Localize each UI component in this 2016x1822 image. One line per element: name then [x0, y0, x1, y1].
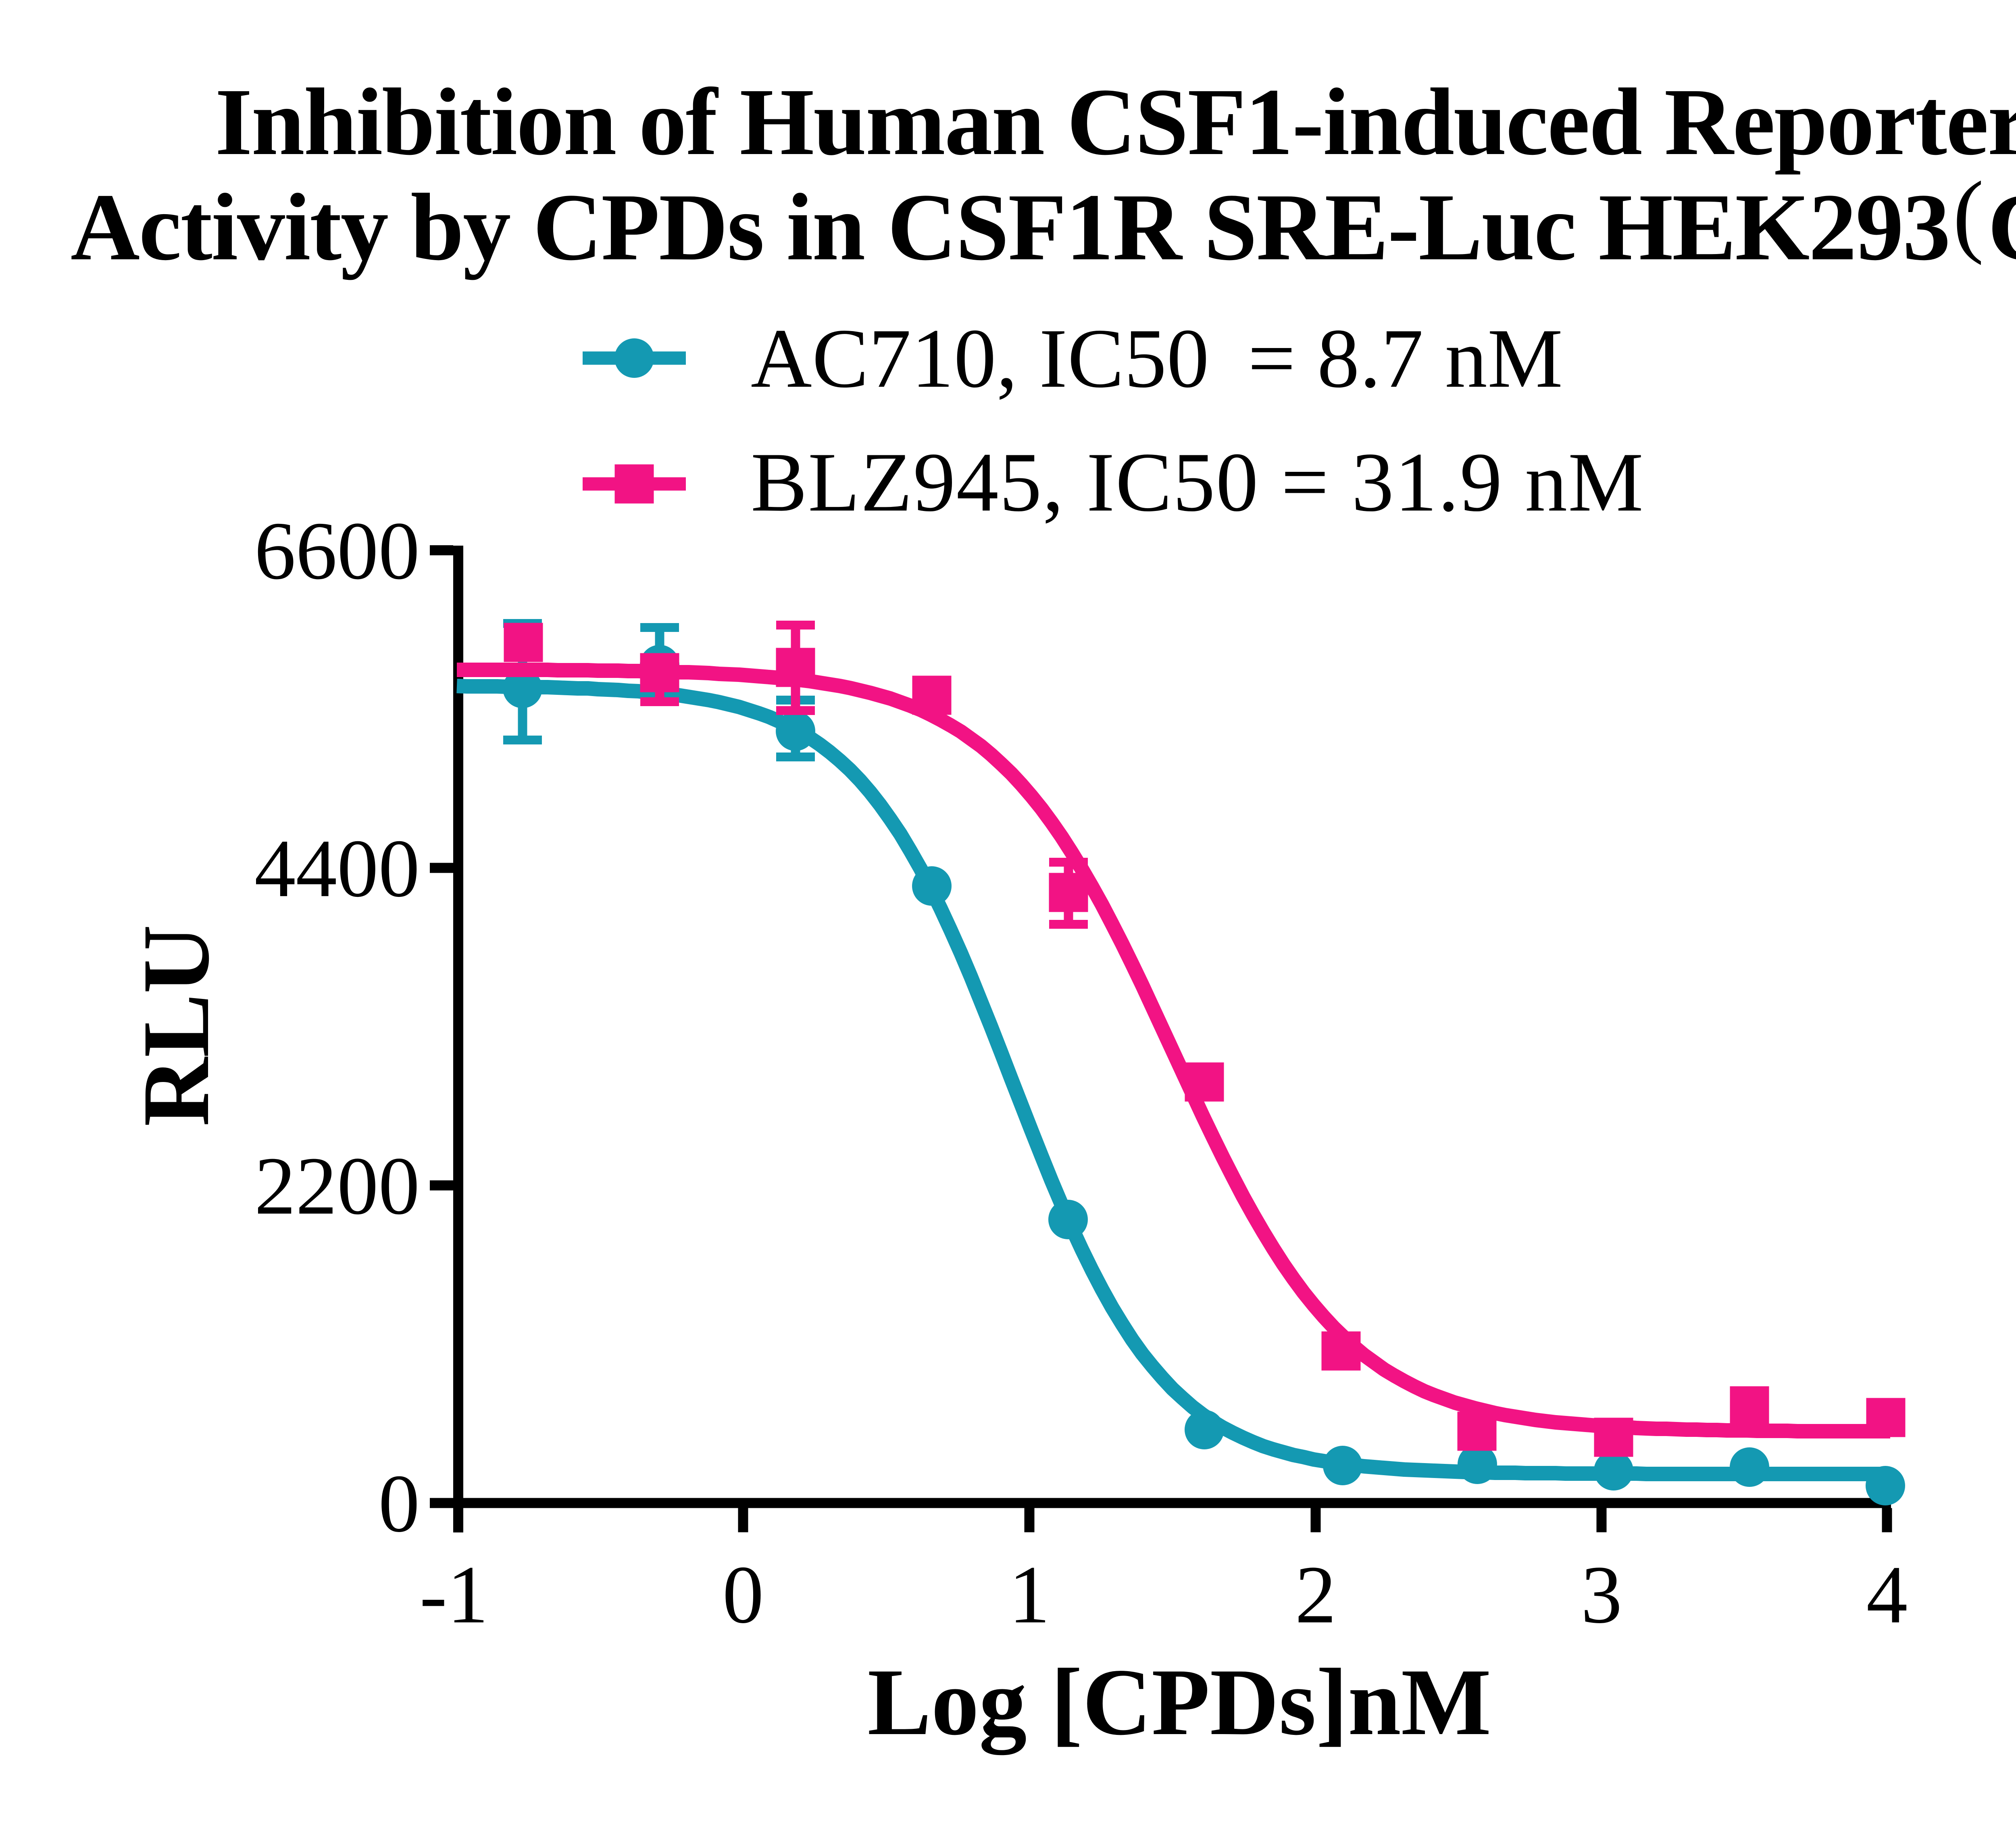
svg-text:-1: -1 — [420, 1549, 489, 1641]
svg-text:0: 0 — [379, 1458, 420, 1549]
svg-text:4: 4 — [1866, 1549, 1908, 1641]
svg-text:2200: 2200 — [254, 1140, 420, 1232]
svg-text:3: 3 — [1581, 1549, 1622, 1641]
svg-text:Activity by CPDs in CSF1R SRE-: Activity by CPDs in CSF1R SRE-Luc HEK293… — [71, 162, 2016, 280]
svg-text:6600: 6600 — [254, 505, 420, 597]
svg-text:0: 0 — [723, 1549, 764, 1641]
svg-text:2: 2 — [1295, 1549, 1337, 1641]
svg-text:4400: 4400 — [254, 823, 420, 914]
svg-text:RLU: RLU — [123, 925, 229, 1126]
svg-text:AC710, IC50 = 8.7 nM: AC710, IC50 = 8.7 nM — [751, 312, 1563, 405]
svg-text:BLZ945, IC50 = 31.9 nM: BLZ945, IC50 = 31.9 nM — [751, 436, 1644, 529]
svg-text:Log [CPDs]nM: Log [CPDs]nM — [868, 1649, 1491, 1755]
svg-text:Inhibition of Human CSF1-induc: Inhibition of Human CSF1-induced Reporte… — [215, 69, 2016, 175]
svg-text:1: 1 — [1009, 1549, 1050, 1641]
